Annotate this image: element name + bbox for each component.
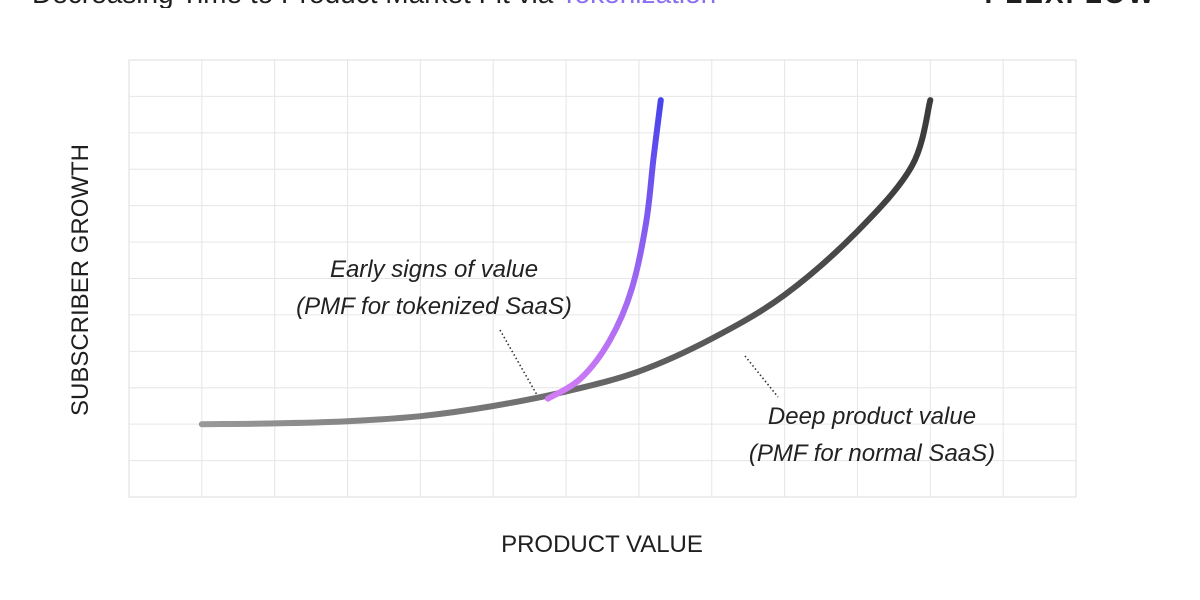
series-line-normal: [198, 97, 934, 428]
brand-logo: PLEXFLOW: [984, 0, 1156, 8]
annotation-tokenized-pmf-line2: (PMF for tokenized SaaS): [296, 293, 572, 320]
chart-header: Decreasing Time to Product Market Fit vi…: [0, 0, 1200, 8]
title-highlight: Tokenization: [561, 0, 717, 8]
annotation-tokenized-pmf-line1: Early signs of value: [330, 256, 538, 283]
chart-title: Decreasing Time to Product Market Fit vi…: [32, 0, 716, 8]
plot-border: [128, 59, 1077, 498]
x-axis-label: PRODUCT VALUE: [501, 531, 703, 558]
annotation-layer: Early signs of value (PMF for tokenized S…: [296, 256, 995, 467]
annotation-normal-pmf-line2: (PMF for normal SaaS): [749, 440, 995, 467]
series-layer: [198, 97, 934, 428]
grid: [128, 59, 1077, 498]
title-main: Decreasing Time to Product Market Fit vi…: [32, 0, 561, 8]
y-axis-label: SUBSCRIBER GROWTH: [67, 144, 94, 416]
annotation-normal-pmf-line1: Deep product value: [768, 403, 976, 430]
series-line-tokenized: [544, 97, 664, 402]
annotation-leader-tokenized-pmf: [499, 329, 538, 396]
annotation-leader-normal-pmf: [744, 355, 779, 398]
